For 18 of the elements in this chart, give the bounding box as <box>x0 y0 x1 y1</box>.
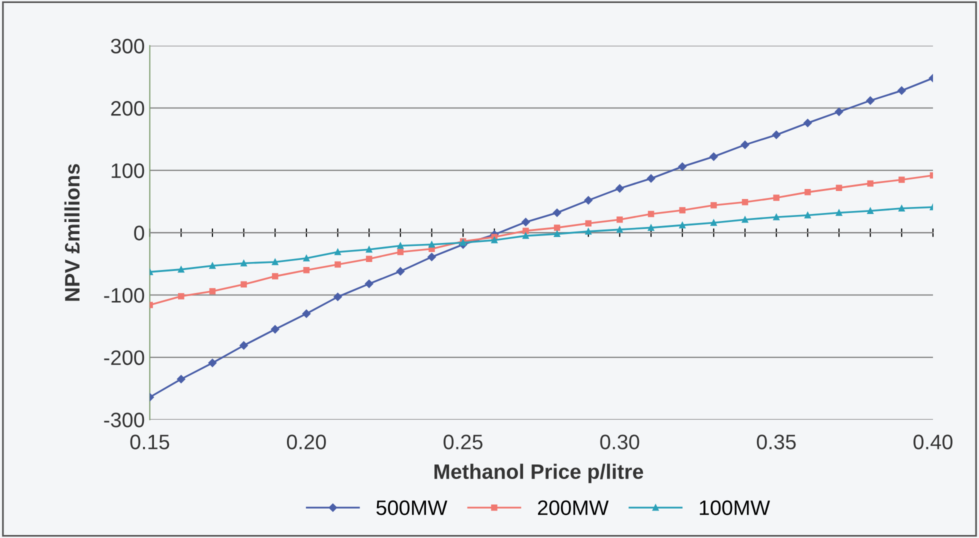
x-tick-label: 0.30 <box>600 434 640 450</box>
y-axis-title: NPV £millions <box>64 164 80 301</box>
x-tick-label: 0.25 <box>444 434 482 450</box>
legend-label: 200MW <box>538 500 609 516</box>
legend-label: 100MW <box>700 500 770 516</box>
x-tick-label: 0.15 <box>130 434 170 450</box>
x-tick-label: 0.35 <box>756 434 796 450</box>
y-tick-label: 0 <box>134 226 144 240</box>
x-tick-label: 0.20 <box>286 434 326 450</box>
x-axis-title: Methanol Price p/litre <box>434 464 644 484</box>
y-tick-label: 100 <box>112 163 144 178</box>
y-tick-label: -200 <box>104 350 144 366</box>
y-tick-label: -100 <box>104 288 144 303</box>
legend-label: 500MW <box>376 500 448 516</box>
y-tick-label: 300 <box>110 38 144 54</box>
y-tick-label: 200 <box>111 101 144 116</box>
y-tick-label: -300 <box>104 412 144 428</box>
x-tick-label: 0.40 <box>914 434 952 450</box>
